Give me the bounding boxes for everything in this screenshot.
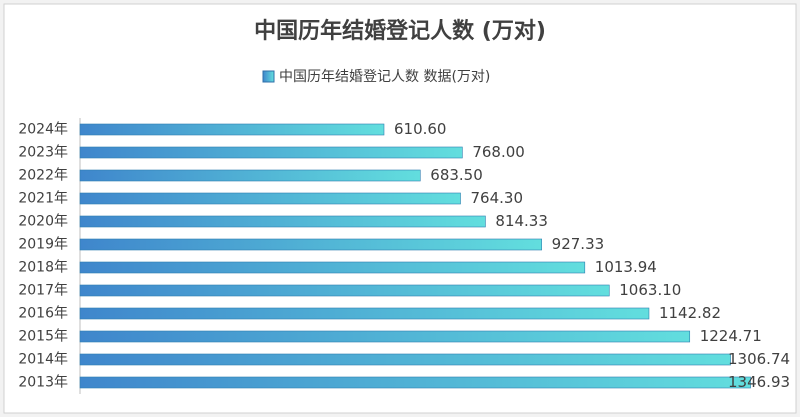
bar xyxy=(79,215,486,228)
y-tick-label: 2015年 xyxy=(18,329,68,345)
data-label: 1013.94 xyxy=(595,258,657,276)
y-tick-label: 2020年 xyxy=(18,214,68,230)
data-label: 1224.71 xyxy=(700,327,762,345)
y-tick-label: 2017年 xyxy=(18,283,68,299)
y-tick-label: 2014年 xyxy=(18,352,68,368)
y-tick-label: 2018年 xyxy=(18,260,68,276)
bar xyxy=(79,261,586,274)
data-label: 768.00 xyxy=(472,143,524,161)
y-tick-label: 2013年 xyxy=(18,375,68,391)
bar xyxy=(79,307,650,320)
bar xyxy=(79,238,542,251)
data-label: 1063.10 xyxy=(619,281,681,299)
y-tick-label: 2023年 xyxy=(18,145,68,161)
data-label: 1346.93 xyxy=(728,373,790,391)
data-label: 1306.74 xyxy=(728,350,790,368)
bar xyxy=(79,376,751,389)
legend-swatch xyxy=(262,70,275,83)
bar xyxy=(79,284,610,297)
data-label: 683.50 xyxy=(430,166,483,184)
data-label: 814.33 xyxy=(495,212,548,230)
data-label: 610.60 xyxy=(394,120,447,138)
y-tick-label: 2021年 xyxy=(18,191,68,207)
bar xyxy=(79,146,463,159)
bar xyxy=(79,353,731,366)
data-label: 764.30 xyxy=(471,189,524,207)
bar xyxy=(79,330,691,343)
chart-frame xyxy=(3,3,797,414)
legend-label: 中国历年结婚登记人数 数据(万对) xyxy=(279,69,490,85)
bar xyxy=(79,169,421,182)
y-tick-label: 2024年 xyxy=(18,122,68,138)
bar xyxy=(79,123,385,136)
bar xyxy=(79,192,461,205)
data-label: 927.33 xyxy=(552,235,605,253)
chart-title: 中国历年结婚登记人数 (万对) xyxy=(254,18,546,44)
y-tick-label: 2016年 xyxy=(18,306,68,322)
y-tick-label: 2022年 xyxy=(18,168,68,184)
y-tick-label: 2019年 xyxy=(18,237,68,253)
data-label: 1142.82 xyxy=(659,304,721,322)
